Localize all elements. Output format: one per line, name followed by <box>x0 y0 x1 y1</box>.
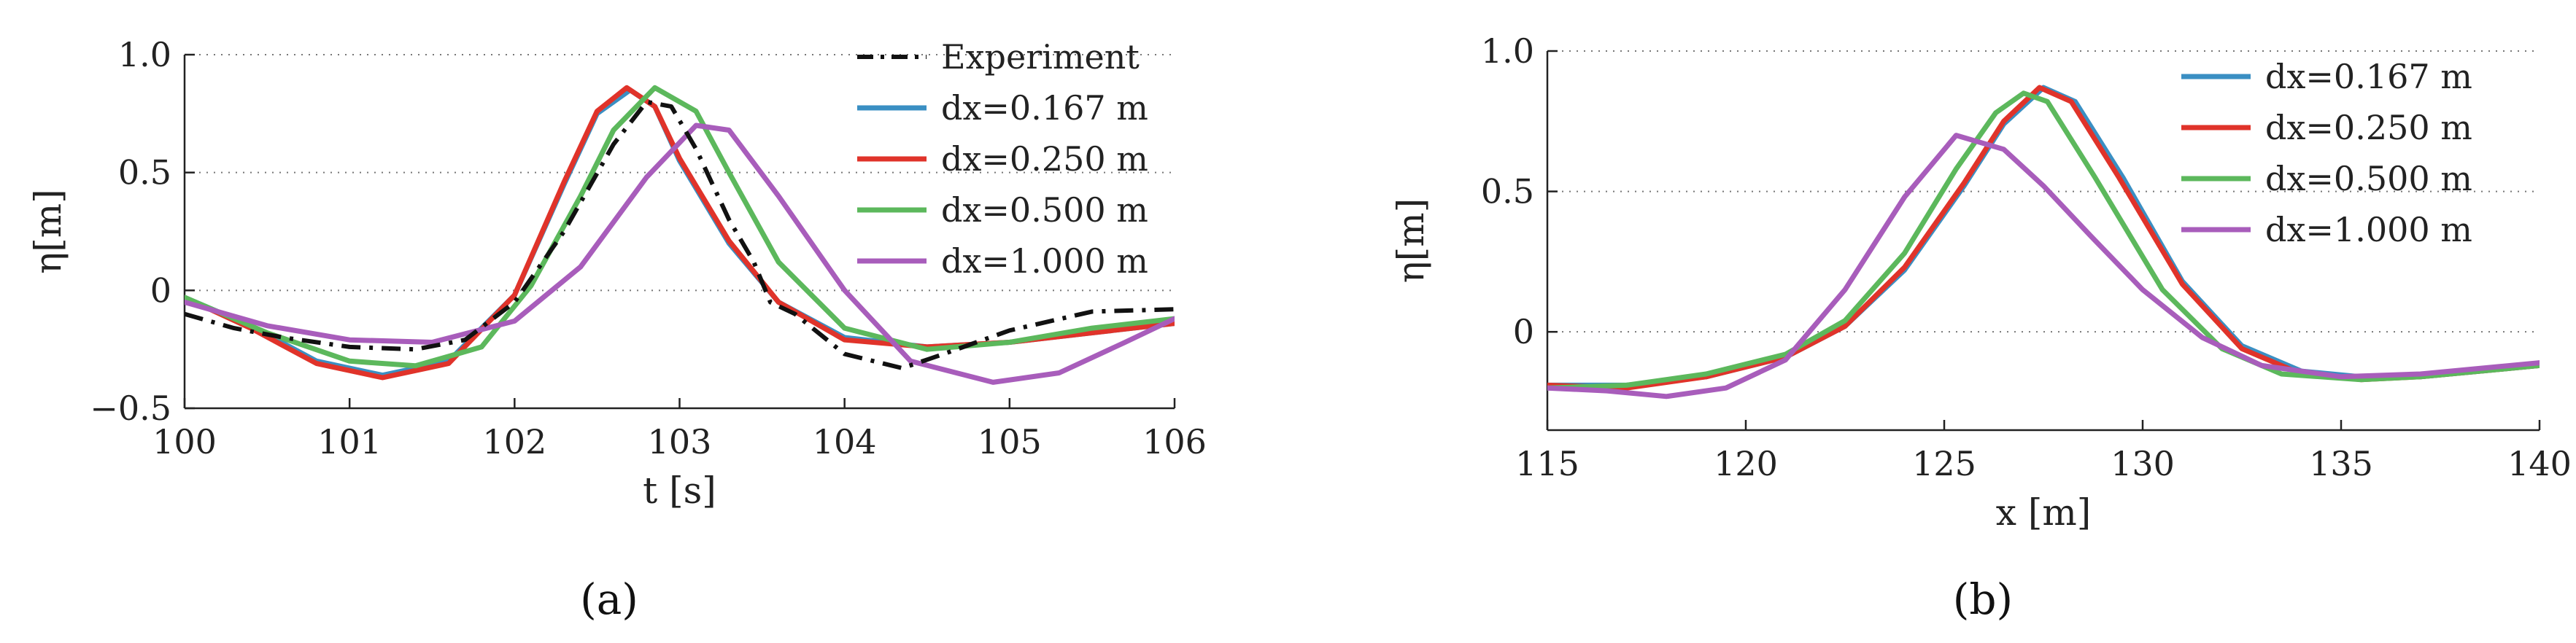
x-axis-title: t [s] <box>643 469 716 512</box>
y-axis-title: η[m] <box>27 189 69 273</box>
series-line-dx-1-000-m <box>1547 133 2540 400</box>
y-axis-title: η[m] <box>1390 198 1432 283</box>
legend-label: dx=0.250 m <box>941 139 1148 179</box>
legend-label: dx=0.500 m <box>941 190 1148 230</box>
panel-label: (a) <box>580 574 638 624</box>
legend-label: dx=0.250 m <box>2265 108 2472 147</box>
legend-label: dx=1.000 m <box>2265 210 2472 249</box>
x-tick-label: 103 <box>648 422 712 461</box>
panel-a: 100 101 102 103 104 105 106 −0.5 0 0.5 1.0 t [s] η[m… <box>27 35 1207 624</box>
x-tick-label: 100 <box>152 422 217 461</box>
x-axis-title: x [m] <box>1996 491 2092 534</box>
x-tick-label: 102 <box>482 422 546 461</box>
x-tick-label: 104 <box>813 422 877 461</box>
legend-label: dx=0.500 m <box>2265 159 2472 198</box>
x-tick-label: 135 <box>2309 444 2373 483</box>
x-tick-label: 115 <box>1515 444 1579 483</box>
series-line-dx-0-500-m <box>1547 90 2540 391</box>
x-tick-label: 106 <box>1142 422 1207 461</box>
legend-label: dx=0.167 m <box>2265 57 2472 96</box>
panel-label: (b) <box>1953 574 2013 624</box>
legend-label: dx=0.167 m <box>941 88 1148 128</box>
x-tick-label: 101 <box>317 422 382 461</box>
x-tick-label: 125 <box>1912 444 1976 483</box>
x-tick-label: 140 <box>2507 444 2572 483</box>
y-tick-label: −0.5 <box>90 389 171 428</box>
legend-label: dx=1.000 m <box>941 241 1148 281</box>
y-tick-label: 0 <box>1513 312 1534 351</box>
series-line-experiment <box>185 99 1175 370</box>
y-tick-label: 0.5 <box>118 153 171 192</box>
y-tick-label: 1.0 <box>1481 31 1534 71</box>
x-tick-label: 130 <box>2111 444 2175 483</box>
x-tick-label: 120 <box>1714 444 1778 483</box>
series-line-dx-0-500-m <box>185 85 1175 369</box>
x-tick-label: 105 <box>978 422 1042 461</box>
y-tick-label: 0.5 <box>1481 172 1534 211</box>
panel-b: 115 120 125 130 135 140 0 0.5 1.0 x [m] η[m] dx=0.1… <box>1390 31 2572 624</box>
y-tick-label: 0 <box>150 270 171 310</box>
series-line-dx-0-167-m <box>185 87 1175 378</box>
series-line-dx-0-250-m <box>185 85 1175 381</box>
y-tick-label: 1.0 <box>118 35 171 74</box>
legend-label: Experiment <box>941 37 1140 77</box>
series-line-dx-1-000-m <box>185 122 1175 385</box>
